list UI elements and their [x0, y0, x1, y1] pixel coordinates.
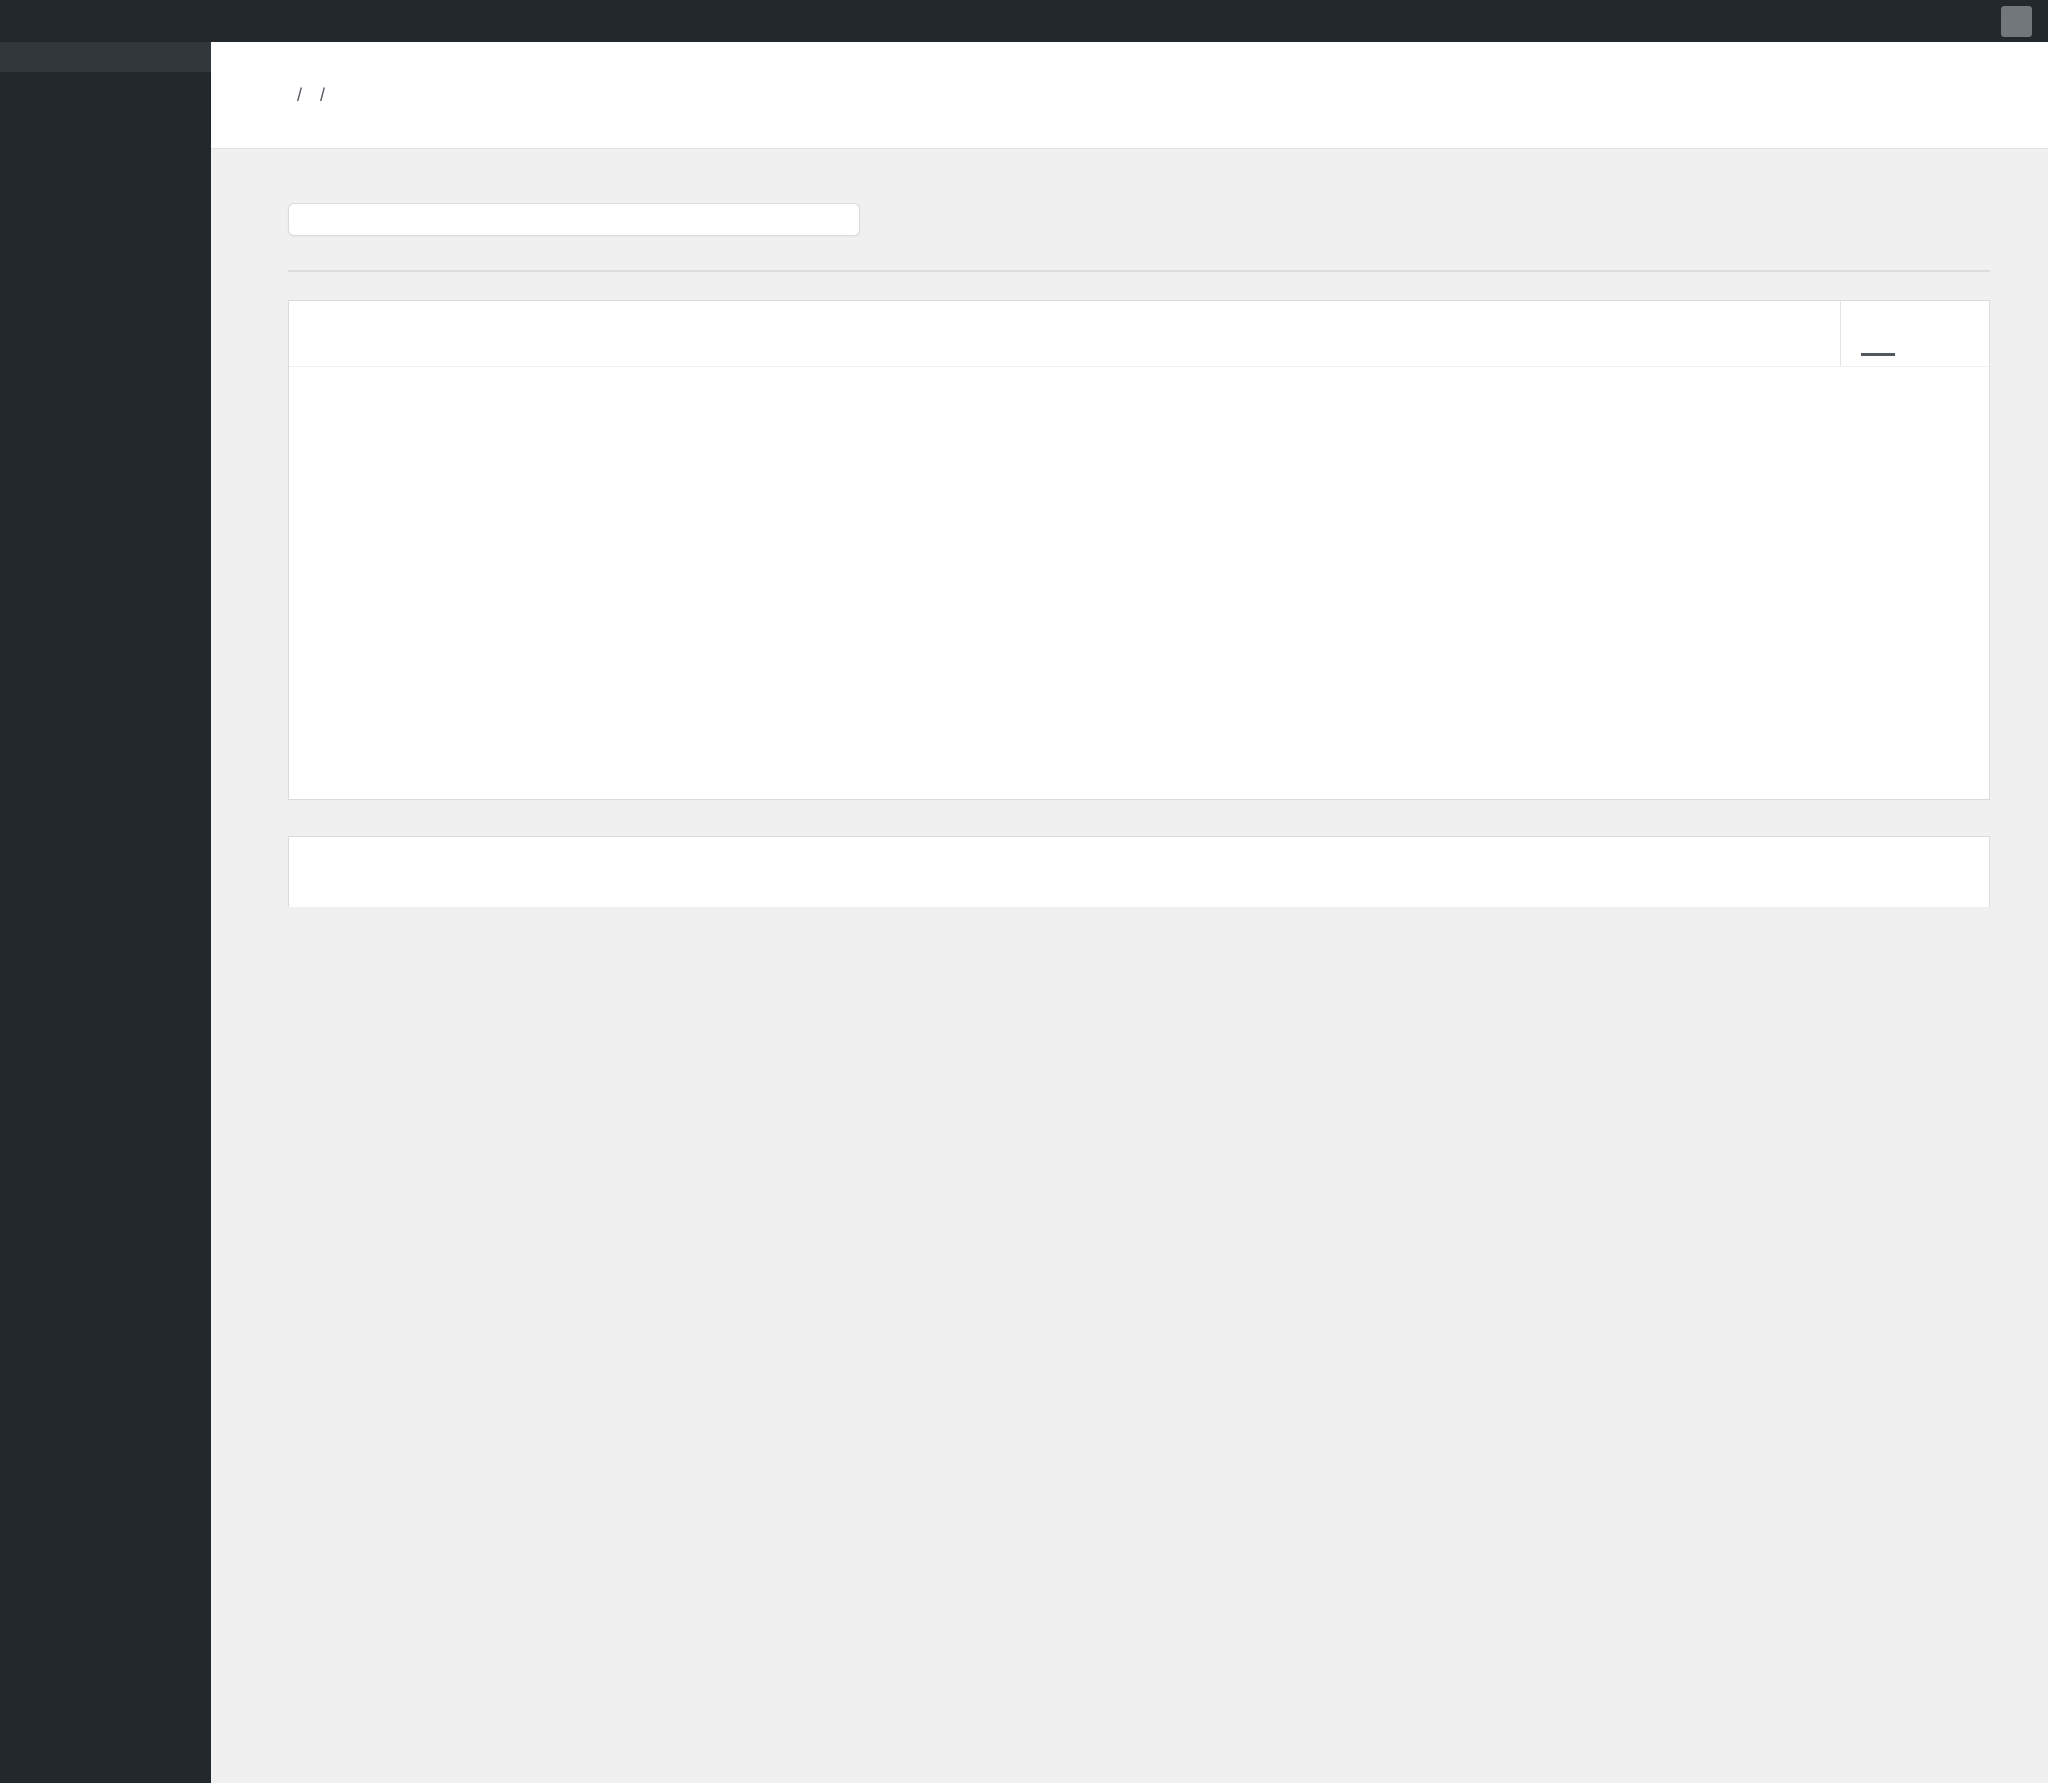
analytics-submenu	[0, 42, 211, 72]
breadcrumb: / /	[297, 84, 326, 105]
admin-sidebar	[0, 42, 211, 1783]
content-area: / /	[211, 42, 2048, 1783]
revenue-line-chart[interactable]	[289, 377, 1989, 797]
chart-header	[289, 301, 1989, 367]
new-content-button[interactable]	[111, 0, 164, 42]
chevron-down-icon	[820, 214, 837, 225]
revenue-table-card	[288, 836, 1990, 907]
summary-cards	[288, 270, 1990, 272]
wordpress-menu-button[interactable]	[0, 0, 26, 42]
date-range-select[interactable]	[288, 203, 860, 236]
site-name-link[interactable]	[26, 0, 60, 42]
bar-chart-type-button[interactable]	[1915, 301, 1989, 366]
avatar[interactable]	[2001, 5, 2032, 37]
plus-icon	[124, 12, 143, 31]
admin-bar	[0, 0, 2048, 42]
chart-card	[288, 300, 1990, 800]
page-header: / /	[211, 42, 2048, 149]
line-chart-type-button[interactable]	[1841, 301, 1915, 366]
comments-counter[interactable]	[60, 0, 111, 42]
